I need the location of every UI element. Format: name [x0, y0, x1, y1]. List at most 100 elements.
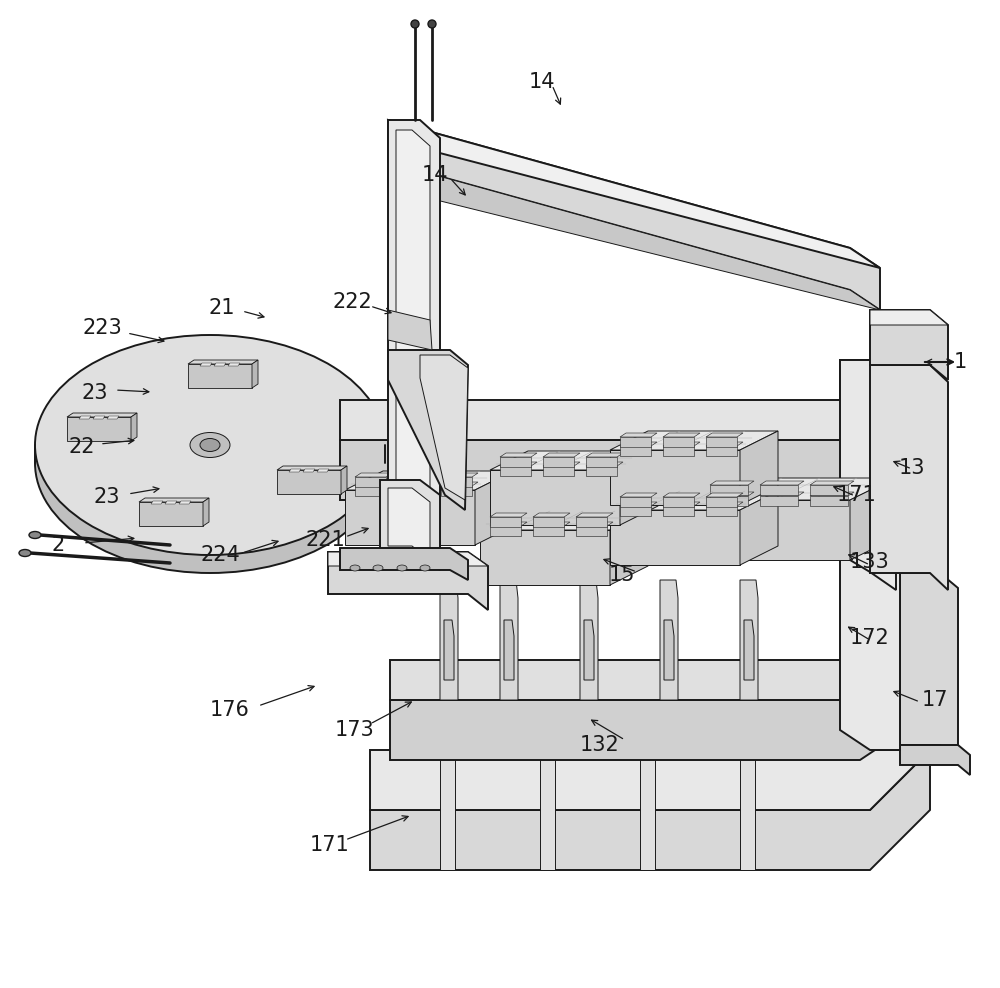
Polygon shape: [388, 120, 440, 590]
Polygon shape: [345, 490, 475, 545]
Polygon shape: [543, 453, 580, 457]
Ellipse shape: [29, 532, 41, 538]
Polygon shape: [620, 506, 651, 516]
Polygon shape: [710, 481, 754, 485]
Polygon shape: [870, 310, 948, 380]
Polygon shape: [620, 437, 651, 447]
Polygon shape: [663, 442, 700, 446]
Polygon shape: [188, 360, 258, 364]
Polygon shape: [388, 488, 430, 560]
Polygon shape: [490, 517, 521, 527]
Polygon shape: [500, 466, 531, 476]
Polygon shape: [663, 433, 700, 437]
Polygon shape: [188, 364, 252, 388]
Polygon shape: [840, 360, 900, 750]
Polygon shape: [900, 745, 970, 775]
Polygon shape: [179, 501, 191, 504]
Text: 22: 22: [69, 437, 95, 457]
Polygon shape: [663, 493, 700, 497]
Ellipse shape: [411, 20, 419, 28]
Polygon shape: [67, 413, 137, 417]
Polygon shape: [663, 497, 694, 507]
Text: 2: 2: [51, 535, 65, 555]
Polygon shape: [67, 417, 131, 441]
Polygon shape: [303, 469, 315, 472]
Text: 176: 176: [210, 700, 250, 720]
Ellipse shape: [428, 20, 436, 28]
Text: 133: 133: [850, 552, 890, 572]
Polygon shape: [200, 363, 212, 366]
Polygon shape: [370, 750, 930, 870]
Text: 1: 1: [953, 352, 967, 372]
Ellipse shape: [35, 353, 385, 573]
Polygon shape: [584, 620, 594, 680]
Text: 222: 222: [332, 292, 372, 312]
Polygon shape: [700, 500, 850, 560]
Polygon shape: [420, 355, 468, 500]
Polygon shape: [610, 431, 778, 450]
Polygon shape: [441, 473, 478, 477]
Ellipse shape: [190, 433, 230, 457]
Ellipse shape: [350, 565, 360, 571]
Polygon shape: [706, 433, 743, 437]
Polygon shape: [441, 477, 472, 487]
Polygon shape: [328, 552, 488, 610]
Polygon shape: [79, 416, 91, 419]
Polygon shape: [706, 493, 743, 497]
Polygon shape: [328, 552, 488, 566]
Polygon shape: [543, 462, 580, 466]
Polygon shape: [580, 580, 598, 700]
Polygon shape: [203, 498, 209, 526]
Polygon shape: [355, 473, 392, 477]
Polygon shape: [663, 446, 694, 456]
Polygon shape: [355, 486, 386, 496]
Polygon shape: [740, 431, 778, 505]
Polygon shape: [710, 496, 748, 506]
Polygon shape: [610, 491, 778, 510]
Polygon shape: [355, 482, 392, 486]
Polygon shape: [620, 502, 657, 506]
Polygon shape: [139, 502, 203, 526]
Text: 14: 14: [422, 165, 448, 185]
Polygon shape: [744, 620, 754, 680]
Text: 14: 14: [529, 72, 555, 92]
Polygon shape: [214, 363, 226, 366]
Polygon shape: [444, 620, 454, 680]
Polygon shape: [490, 526, 521, 536]
Polygon shape: [500, 457, 531, 467]
Polygon shape: [576, 517, 607, 527]
Polygon shape: [586, 466, 617, 476]
Polygon shape: [706, 502, 743, 506]
Polygon shape: [533, 522, 570, 526]
Polygon shape: [810, 496, 848, 506]
Polygon shape: [740, 491, 778, 565]
Polygon shape: [500, 580, 518, 700]
Polygon shape: [586, 453, 623, 457]
Polygon shape: [810, 492, 854, 496]
Polygon shape: [610, 510, 740, 565]
Polygon shape: [355, 477, 386, 487]
Polygon shape: [398, 477, 429, 487]
Text: 224: 224: [200, 545, 240, 565]
Polygon shape: [107, 416, 119, 419]
Polygon shape: [620, 451, 658, 525]
Polygon shape: [663, 506, 694, 516]
Polygon shape: [490, 470, 620, 525]
Polygon shape: [388, 120, 880, 310]
Text: 21: 21: [209, 298, 235, 318]
Polygon shape: [706, 506, 737, 516]
Text: 173: 173: [335, 720, 375, 740]
Polygon shape: [165, 501, 177, 504]
Polygon shape: [490, 513, 527, 517]
Polygon shape: [706, 442, 743, 446]
Polygon shape: [388, 310, 432, 350]
Text: 17: 17: [922, 690, 948, 710]
Polygon shape: [870, 365, 948, 590]
Ellipse shape: [200, 439, 220, 452]
Polygon shape: [760, 496, 798, 506]
Ellipse shape: [420, 565, 430, 571]
Polygon shape: [533, 517, 564, 527]
Ellipse shape: [373, 565, 383, 571]
Polygon shape: [610, 450, 740, 505]
Polygon shape: [475, 471, 513, 545]
